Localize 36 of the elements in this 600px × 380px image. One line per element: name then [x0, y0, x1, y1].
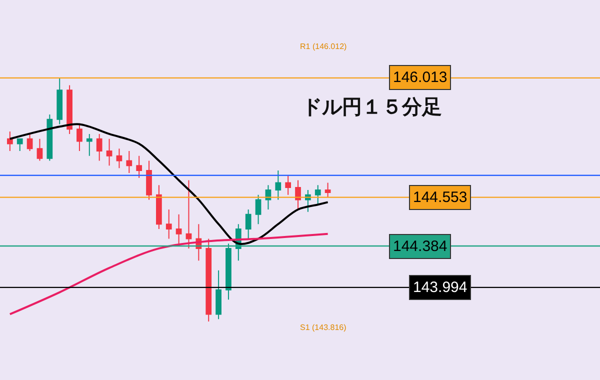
candlestick [245, 208, 252, 240]
candlestick [324, 182, 331, 198]
candlestick [116, 148, 122, 169]
candlestick [7, 131, 13, 152]
candlestick [76, 124, 82, 152]
text: ドル円１５分足 [302, 94, 442, 118]
candlestick [206, 238, 212, 322]
candlestick [156, 184, 162, 230]
annotation: 146.013 [393, 69, 448, 86]
candlestick [16, 138, 23, 152]
candlestick [26, 133, 33, 152]
candlestick [56, 77, 63, 125]
candlestick [255, 194, 262, 225]
candlestick [146, 160, 152, 200]
candlestick [96, 133, 102, 162]
candlestick [216, 270, 222, 320]
annotation: 143.994 [413, 279, 468, 296]
candlestick [126, 150, 132, 174]
candlestick [166, 208, 172, 240]
candlestick [186, 180, 192, 249]
candlestick [46, 114, 53, 162]
candlestick [295, 180, 301, 210]
candlestick [106, 138, 112, 166]
candlestick [86, 133, 92, 156]
candlestick [275, 170, 282, 200]
annotation: 144.553 [413, 189, 468, 206]
candlestick [136, 155, 142, 178]
text: S1 (143.816) [300, 323, 347, 332]
annotation: 144.384 [393, 238, 448, 255]
candlestick [314, 184, 321, 206]
text: R1 (146.012) [300, 42, 348, 51]
candlestick [285, 174, 292, 196]
candlestick [66, 84, 72, 134]
candlestick [226, 243, 232, 300]
candlestick [36, 138, 43, 162]
candlestick [176, 214, 182, 244]
